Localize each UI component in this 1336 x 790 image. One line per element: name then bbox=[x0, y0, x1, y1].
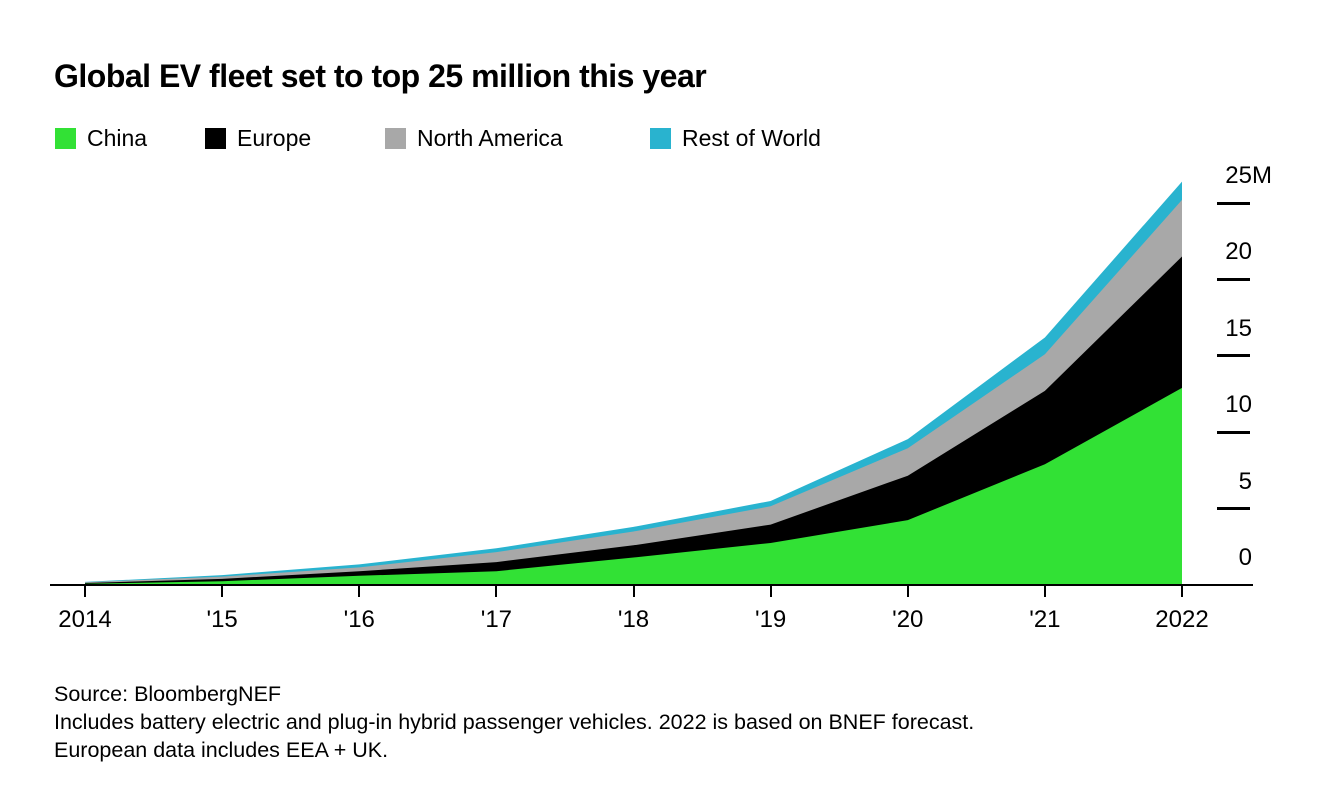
y-tick-label: 0 bbox=[1239, 544, 1252, 572]
y-tick-dash bbox=[1217, 201, 1250, 205]
y-unit-suffix: M bbox=[1252, 162, 1272, 189]
legend-label: Europe bbox=[237, 125, 312, 151]
y-tick-value: 0 bbox=[1238, 544, 1252, 571]
x-tick-label: 2022 bbox=[1155, 606, 1209, 633]
x-tick-mark bbox=[495, 586, 498, 597]
x-tick-label: '17 bbox=[480, 606, 513, 633]
x-tick-mark bbox=[221, 586, 224, 597]
x-tick-label: '19 bbox=[754, 606, 787, 633]
legend-item-rest-of-world: Rest of World bbox=[650, 125, 821, 151]
y-tick-value: 20 bbox=[1225, 238, 1252, 266]
area-europe bbox=[85, 256, 1182, 585]
legend-item-china: China bbox=[55, 125, 147, 151]
x-tick-label: '18 bbox=[617, 606, 650, 633]
x-tick-mark bbox=[632, 586, 635, 597]
x-tick-label: 2014 bbox=[58, 606, 112, 633]
footnote-line: European data includes EEA + UK. bbox=[54, 738, 389, 762]
source-line: Source: BloombergNEF bbox=[54, 682, 282, 706]
y-tick-value: 25 bbox=[1225, 162, 1252, 189]
y-tick-dash bbox=[1217, 354, 1250, 358]
legend-swatch-icon bbox=[385, 127, 406, 149]
x-axis-line bbox=[50, 584, 1253, 586]
footnote-line: Includes battery electric and plug-in hy… bbox=[54, 710, 975, 734]
legend: China Europe North America Rest of World bbox=[0, 125, 1336, 151]
x-tick-label: '21 bbox=[1029, 606, 1061, 633]
x-tick-mark bbox=[84, 586, 86, 597]
y-tick-dash bbox=[1217, 507, 1250, 511]
legend-label: Rest of World bbox=[682, 125, 821, 151]
legend-swatch-icon bbox=[205, 127, 226, 149]
y-tick-label: 10 bbox=[1225, 391, 1252, 419]
x-tick-mark bbox=[358, 586, 361, 597]
x-tick-mark bbox=[1043, 586, 1046, 597]
legend-swatch-icon bbox=[55, 127, 76, 149]
chart-title: Global EV fleet set to top 25 million th… bbox=[54, 58, 707, 94]
x-tick-label: '15 bbox=[206, 606, 238, 633]
area-china bbox=[85, 387, 1182, 585]
legend-label: North America bbox=[417, 125, 563, 151]
source-block: Source: BloombergNEF Includes battery el… bbox=[54, 680, 974, 764]
y-tick-value: 5 bbox=[1238, 467, 1252, 495]
x-tick-mark bbox=[769, 586, 772, 597]
legend-swatch-icon bbox=[650, 127, 671, 149]
y-tick-label: 25 M bbox=[1225, 162, 1272, 190]
y-tick-label: 20 bbox=[1225, 238, 1252, 266]
x-tick-mark bbox=[1181, 586, 1183, 597]
y-tick-value: 10 bbox=[1225, 391, 1252, 419]
legend-label: China bbox=[87, 125, 148, 151]
y-tick-dash bbox=[1217, 277, 1250, 281]
y-tick-dash bbox=[1217, 430, 1250, 434]
x-tick-mark bbox=[906, 586, 909, 597]
y-tick-label: 15 bbox=[1225, 315, 1252, 343]
y-tick-label: 5 bbox=[1239, 468, 1252, 496]
x-tick-label: '16 bbox=[343, 606, 375, 633]
legend-item-europe: Europe bbox=[205, 125, 311, 151]
x-tick-label: '20 bbox=[892, 606, 924, 633]
legend-item-north-america: North America bbox=[385, 125, 563, 151]
y-tick-value: 15 bbox=[1225, 314, 1252, 342]
